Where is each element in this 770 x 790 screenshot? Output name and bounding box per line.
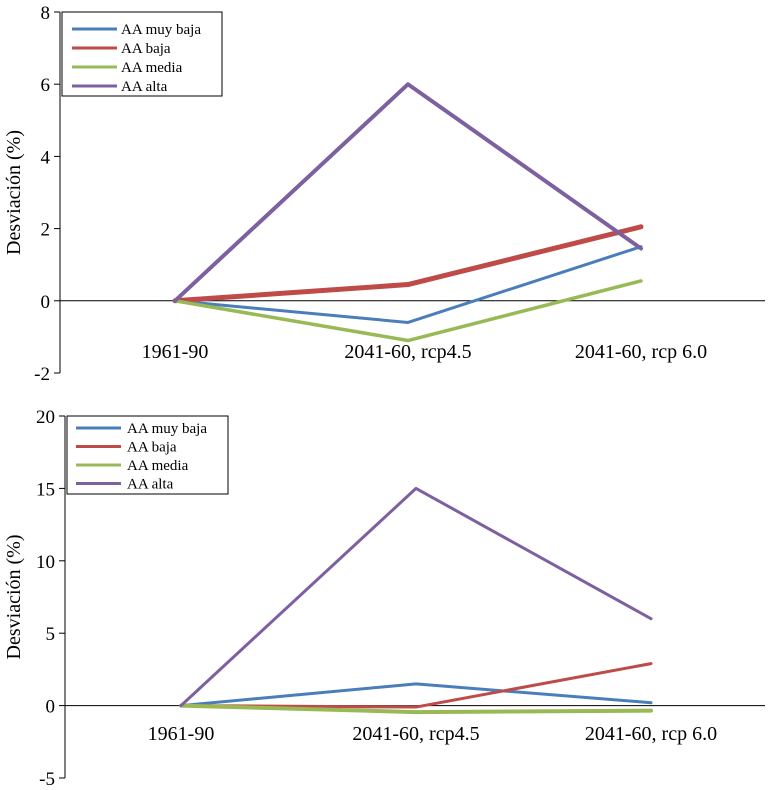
y-tick-label: 0 <box>46 697 56 718</box>
legend: AA muy baja AA baja AA media AA alta <box>66 415 229 495</box>
legend-label: AA muy baja <box>121 22 201 38</box>
series-line <box>179 703 653 715</box>
legend-box <box>61 11 223 97</box>
series-lines <box>172 82 644 343</box>
y-tick-label: 20 <box>36 407 55 428</box>
y-tick-label: 15 <box>36 479 55 500</box>
legend-label: AA media <box>121 60 183 76</box>
series-line <box>173 82 643 303</box>
y-tick-label: 0 <box>41 292 51 313</box>
series-line <box>179 682 653 708</box>
legend: AA muy baja AA baja AA media AA alta <box>61 11 223 97</box>
labels: -2 0 2 4 6 8 1961-90 2041-60, rcp4.5 2041-60, rc… <box>3 3 707 385</box>
y-axis-title: Desviación (%) <box>3 535 25 660</box>
y-tick-label: 4 <box>41 147 51 168</box>
series-line <box>173 245 643 324</box>
series-line <box>179 486 653 708</box>
y-tick-label: 10 <box>36 552 55 573</box>
x-category-label: 1961-90 <box>142 341 209 363</box>
y-tick-label: 8 <box>41 3 51 24</box>
y-tick-label: -5 <box>39 769 55 790</box>
legend-label: AA baja <box>127 440 177 456</box>
series-lines <box>179 486 653 715</box>
x-category-label: 2041-60, rcp4.5 <box>344 341 471 363</box>
labels: -5 0 5 10 15 20 1961-90 2041-60, rcp4.5 2041-60,… <box>3 407 717 790</box>
chart-bottom: -5 0 5 10 15 20 1961-90 2041-60, rcp4.5 2041-60,… <box>3 407 765 790</box>
series-line <box>172 224 644 304</box>
y-tick-label: -2 <box>34 364 50 385</box>
y-tick-label: 5 <box>46 624 56 645</box>
chart-top: -2 0 2 4 6 8 1961-90 2041-60, rcp4.5 2041-60, rc… <box>3 3 765 385</box>
series-line <box>173 279 643 343</box>
legend-label: AA muy baja <box>127 421 207 437</box>
x-category-label: 2041-60, rcp 6.0 <box>575 341 707 363</box>
x-category-label: 2041-60, rcp 6.0 <box>585 723 717 745</box>
y-axis-title: Desviación (%) <box>3 130 25 255</box>
x-category-label: 2041-60, rcp4.5 <box>352 723 479 745</box>
legend-label: AA media <box>127 458 189 474</box>
legend-label: AA alta <box>127 477 174 493</box>
y-tick-label: 2 <box>41 220 51 241</box>
legend-label: AA baja <box>121 41 171 57</box>
y-tick-label: 6 <box>41 75 51 96</box>
x-category-label: 1961-90 <box>148 723 215 745</box>
legend-label: AA alta <box>121 79 168 95</box>
